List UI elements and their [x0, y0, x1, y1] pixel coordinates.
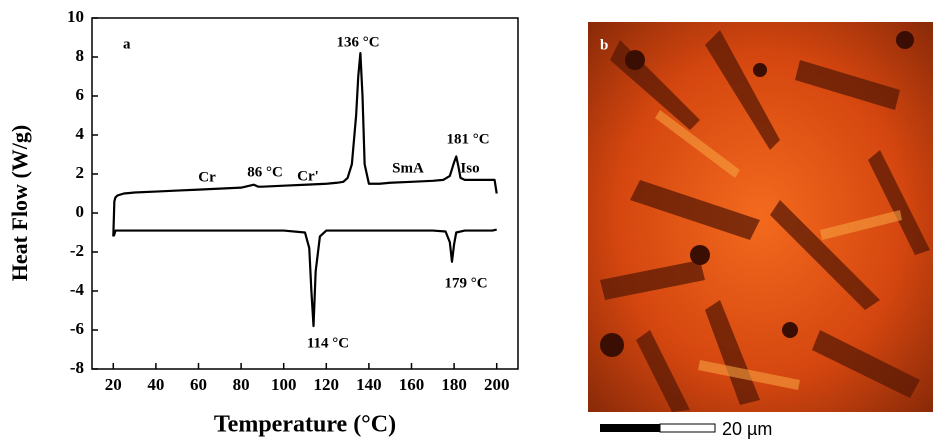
- y-tick-label: -6: [70, 319, 84, 338]
- annotation: 86 °C: [247, 164, 283, 180]
- x-tick-label: 60: [190, 375, 207, 394]
- micrograph: [588, 22, 933, 443]
- x-tick-label: 180: [441, 375, 467, 394]
- y-tick-label: 4: [76, 124, 85, 143]
- x-tick-label: 200: [484, 375, 510, 394]
- annotation: SmA: [392, 160, 424, 176]
- annotation: 181 °C: [446, 131, 489, 147]
- x-tick-label: 20: [105, 375, 122, 394]
- annotation: Cr: [198, 169, 216, 185]
- scale-bar-label: 20 µm: [722, 419, 772, 439]
- annotation: Iso: [460, 160, 479, 176]
- x-tick-label: 40: [147, 375, 164, 394]
- y-axis-label: Heat Flow (W/g): [7, 125, 32, 281]
- y-tick-label: 10: [67, 7, 84, 26]
- y-tick-label: 6: [76, 85, 85, 104]
- annotation: 136 °C: [336, 34, 379, 50]
- x-tick-label: 140: [356, 375, 382, 394]
- x-tick-label: 100: [271, 375, 297, 394]
- y-tick-label: -4: [70, 280, 85, 299]
- y-tick-label: 0: [76, 202, 85, 221]
- x-tick-label: 80: [233, 375, 250, 394]
- y-tick-label: 2: [76, 163, 85, 182]
- panel-label: b: [600, 37, 608, 53]
- x-tick-label: 120: [314, 375, 340, 394]
- heat-flow-line: [112, 228, 497, 328]
- x-tick-label: 160: [399, 375, 425, 394]
- annotation: 179 °C: [444, 275, 487, 291]
- plot-frame: [91, 17, 519, 370]
- y-tick-label: -8: [70, 358, 84, 377]
- x-axis-label: Temperature (°C): [214, 412, 396, 438]
- annotation: a: [123, 36, 131, 52]
- annotation: 114 °C: [307, 335, 349, 351]
- y-tick-label: -2: [70, 241, 84, 260]
- annotation: Cr': [297, 168, 319, 184]
- y-tick-label: 8: [76, 46, 85, 65]
- heat-flow-line: [112, 52, 498, 237]
